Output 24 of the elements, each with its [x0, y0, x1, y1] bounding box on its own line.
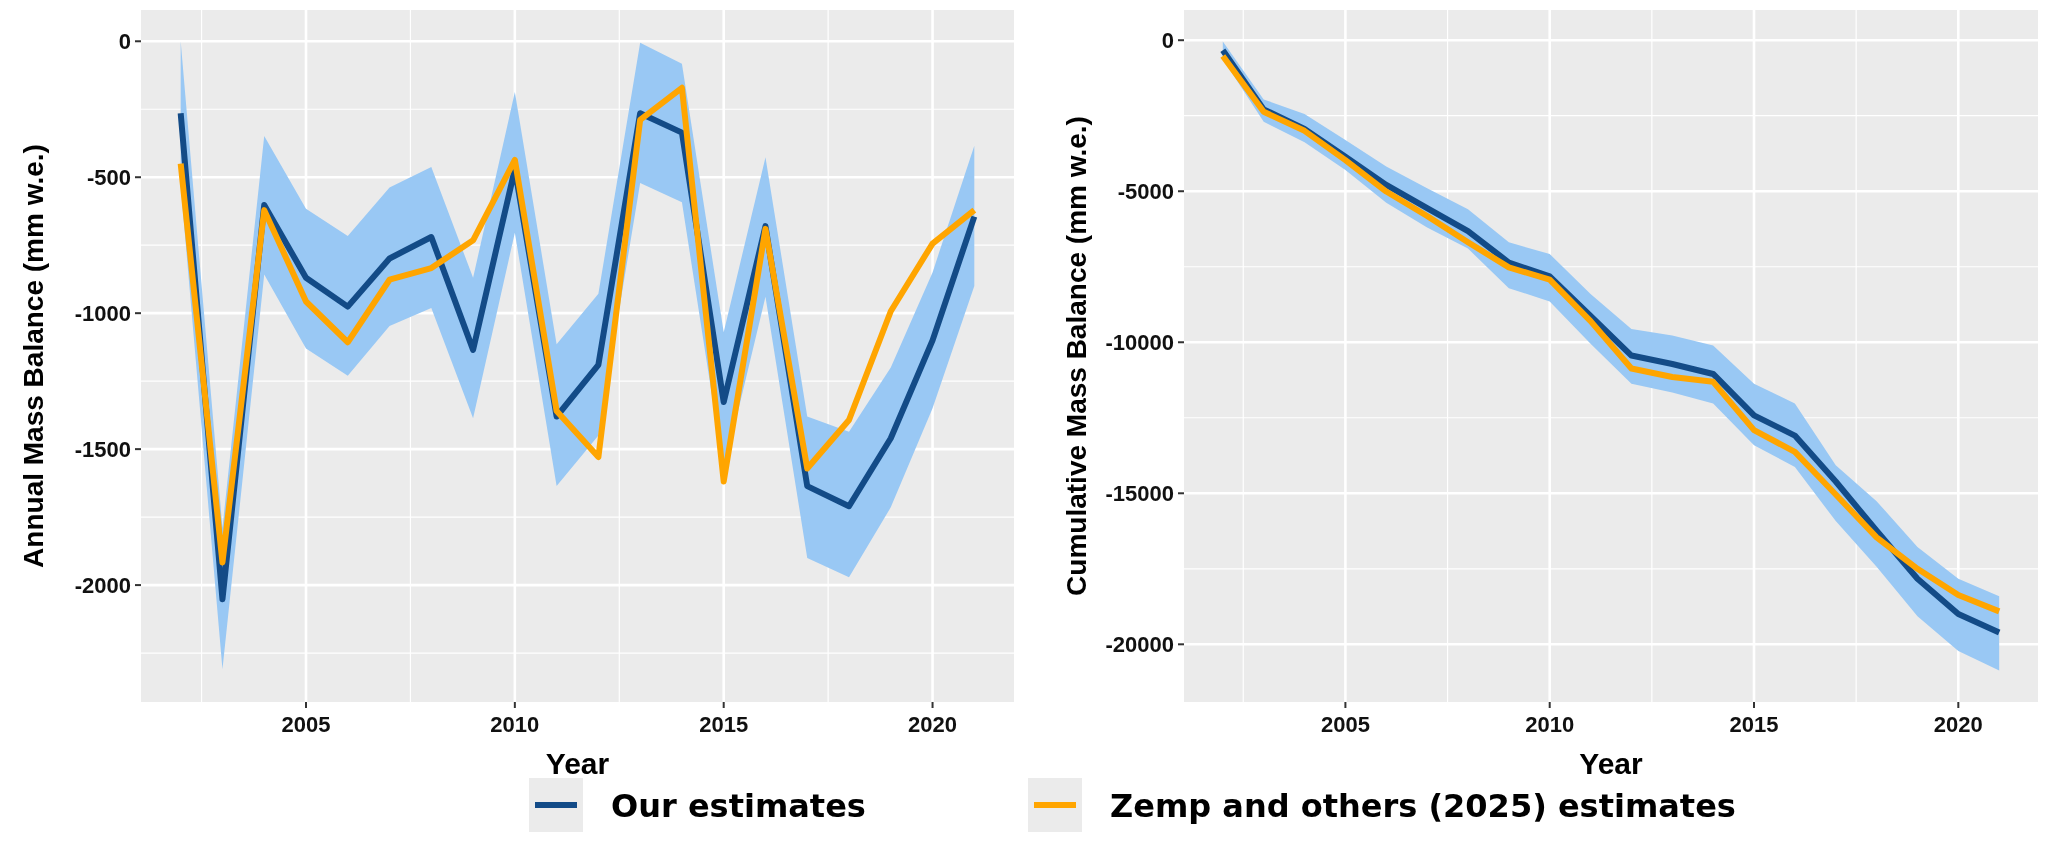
x-tick-label: 2015: [1729, 712, 1779, 737]
y-tick-label: -20000: [1105, 632, 1174, 658]
y-tick-label: -1500: [74, 436, 131, 462]
x-tick-label: 2010: [1525, 712, 1575, 737]
y-tick-label: 0: [1161, 27, 1174, 53]
y-tick-label: -1000: [74, 300, 131, 326]
legend-label: Our estimates: [611, 786, 866, 825]
y-tick-label: -10000: [1105, 329, 1174, 355]
y-tick-label: -5000: [1117, 178, 1174, 204]
y-axis-title: Cumulative Mass Balance (mm w.e.): [1061, 116, 1092, 596]
legend-label: Zemp and others (2025) estimates: [1110, 786, 1736, 825]
y-tick-label: 0: [118, 28, 131, 54]
x-tick-label: 2020: [908, 712, 958, 737]
y-tick-label: -2000: [74, 572, 131, 598]
y-tick-label: -500: [86, 164, 131, 190]
x-tick-label: 2005: [281, 712, 331, 737]
y-tick-label: -15000: [1105, 480, 1174, 506]
x-tick-label: 2020: [1933, 712, 1983, 737]
x-axis-title: Year: [1579, 747, 1644, 780]
x-tick-label: 2010: [490, 712, 540, 737]
y-axis-title: Annual Mass Balance (mm w.e.): [18, 144, 49, 568]
x-tick-label: 2005: [1320, 712, 1370, 737]
x-axis-title: Year: [545, 747, 610, 780]
x-tick-label: 2015: [699, 712, 749, 737]
